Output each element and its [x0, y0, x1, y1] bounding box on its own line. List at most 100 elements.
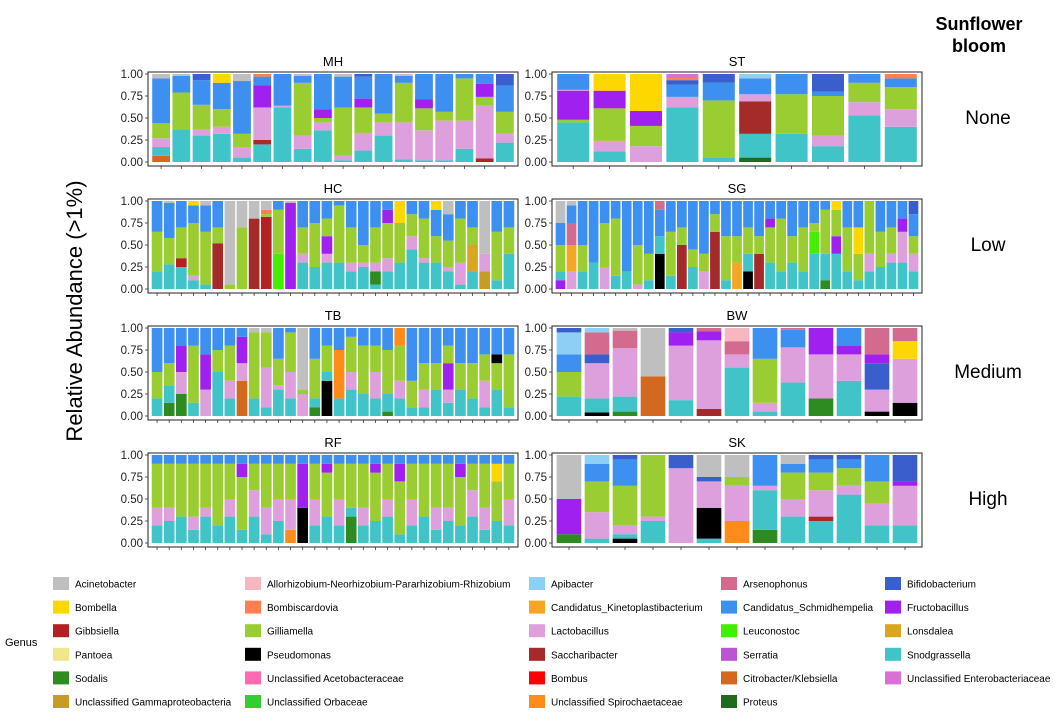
sample-bar — [467, 201, 478, 289]
segment-snodgrassella — [430, 389, 442, 416]
segment-bombiscardovia — [666, 77, 699, 81]
legend-label: Snodgrassella — [907, 650, 971, 661]
segment-gilliamella — [406, 214, 418, 237]
sample-bar — [260, 201, 272, 289]
segment-gilliamella — [334, 107, 353, 156]
segment-bombella — [593, 74, 626, 91]
segment-lactobacillus — [313, 122, 332, 131]
segment-gilliamella — [394, 345, 406, 381]
segment-gilliamella — [172, 92, 191, 130]
segment-candidatus-schmidhempelia — [435, 74, 454, 112]
segment-candidatus-schmidhempelia — [151, 328, 163, 372]
segment-fructobacillus — [313, 109, 332, 118]
segment-gilliamella — [864, 481, 890, 504]
segment-sodalis — [370, 271, 381, 285]
segment-saccharibacter — [212, 243, 224, 289]
sample-bar — [780, 455, 806, 543]
segment-gilliamella — [151, 231, 163, 272]
sample-bar — [491, 201, 503, 289]
segment-candidatus-schmidhempelia — [612, 459, 638, 486]
segment-snodgrassella — [357, 267, 369, 289]
segment-candidatus-schmidhempelia — [557, 74, 590, 90]
segment-candidatus-schmidhempelia — [273, 201, 284, 210]
segment-acinetobacter — [200, 201, 211, 206]
segment-snodgrassella — [394, 159, 413, 162]
segment-fructobacillus — [629, 110, 663, 126]
sample-bar — [163, 201, 175, 289]
segment-snodgrassella — [200, 516, 211, 543]
segment-bifidobacterium — [584, 354, 610, 364]
segment-candidatus-schmidhempelia — [503, 201, 515, 228]
segment-snodgrassella — [864, 271, 875, 289]
segment-snodgrassella — [556, 396, 582, 416]
segment-gilliamella — [260, 332, 272, 368]
segment-arsenophonus — [612, 330, 638, 349]
segment-gilliamella — [293, 82, 312, 136]
segment-candidatus-schmidhempelia — [175, 455, 187, 464]
y-tick-label: 0.75 — [121, 472, 143, 484]
segment-acinetobacter — [555, 201, 566, 223]
segment-pseudomonas — [696, 507, 722, 539]
sample-bar — [556, 328, 582, 416]
segment-candidatus-schmidhempelia — [418, 201, 430, 219]
panel-title: HC — [324, 181, 343, 196]
segment-snodgrassella — [212, 133, 231, 162]
legend-item-leuconostoc: Leuconostoc — [721, 624, 800, 638]
y-tick-label: 0.00 — [121, 157, 143, 169]
segment-gilliamella — [886, 227, 897, 254]
segment-gilliamella — [765, 227, 775, 263]
segment-gilliamella — [743, 227, 753, 254]
segment-apibacter — [739, 74, 772, 79]
segment-unclassified-spirochaetaceae — [333, 350, 345, 399]
segment-snodgrassella — [297, 262, 309, 289]
sample-bar — [236, 455, 248, 543]
segment-candidatus-schmidhempelia — [233, 81, 251, 134]
sample-bar — [629, 74, 663, 162]
segment-gilliamella — [798, 227, 809, 272]
segment-lactobacillus — [780, 499, 806, 517]
sample-bar — [640, 455, 666, 543]
legend-swatch — [529, 695, 545, 708]
panel-frame — [551, 452, 923, 548]
segment-lactobacillus — [394, 380, 406, 399]
segment-lactobacillus — [260, 367, 272, 408]
segment-snodgrassella — [808, 521, 834, 543]
segment-lactobacillus — [273, 499, 284, 521]
segment-gilliamella — [313, 118, 332, 123]
segment-candidatus-schmidhempelia — [212, 82, 231, 110]
sample-bar — [236, 328, 248, 416]
segment-lactobacillus — [892, 358, 918, 403]
y-tick-label: 0.25 — [121, 262, 143, 274]
segment-gilliamella — [382, 350, 393, 394]
segment-gilliamella — [224, 463, 236, 499]
segment-candidatus-schmidhempelia — [588, 201, 599, 263]
segment-gilliamella — [467, 463, 478, 491]
sample-bar — [752, 455, 778, 543]
sample-bar — [394, 74, 413, 162]
sample-bar — [621, 201, 632, 289]
segment-candidatus-schmidhempelia — [374, 74, 393, 114]
segment-lactobacillus — [212, 126, 231, 134]
sample-bar — [357, 201, 369, 289]
y-tick-label: 0.50 — [121, 240, 143, 252]
segment-leuconostoc — [273, 253, 284, 289]
segment-lactobacillus — [442, 507, 454, 521]
segment-snodgrassella — [260, 407, 272, 416]
segment-candidatus-schmidhempelia — [357, 455, 369, 464]
segment-candidatus-schmidhempelia — [382, 201, 393, 210]
legend-item-serratia: Serratia — [721, 647, 778, 661]
segment-lactobacillus — [285, 372, 296, 399]
segment-snodgrassella — [163, 264, 175, 289]
segment-candidatus-schmidhempelia — [577, 201, 588, 245]
segment-snodgrassella — [752, 411, 778, 416]
segment-gilliamella — [321, 345, 333, 372]
sample-bar — [273, 455, 284, 543]
legend-label: Bombella — [75, 603, 117, 614]
sample-bar — [811, 74, 845, 162]
sample-bar — [467, 328, 478, 416]
segment-fructobacillus — [765, 218, 775, 228]
legend-label: Proteus — [743, 698, 777, 709]
sample-bar — [224, 201, 236, 289]
legend-swatch — [721, 647, 737, 661]
segment-snodgrassella — [212, 525, 224, 543]
